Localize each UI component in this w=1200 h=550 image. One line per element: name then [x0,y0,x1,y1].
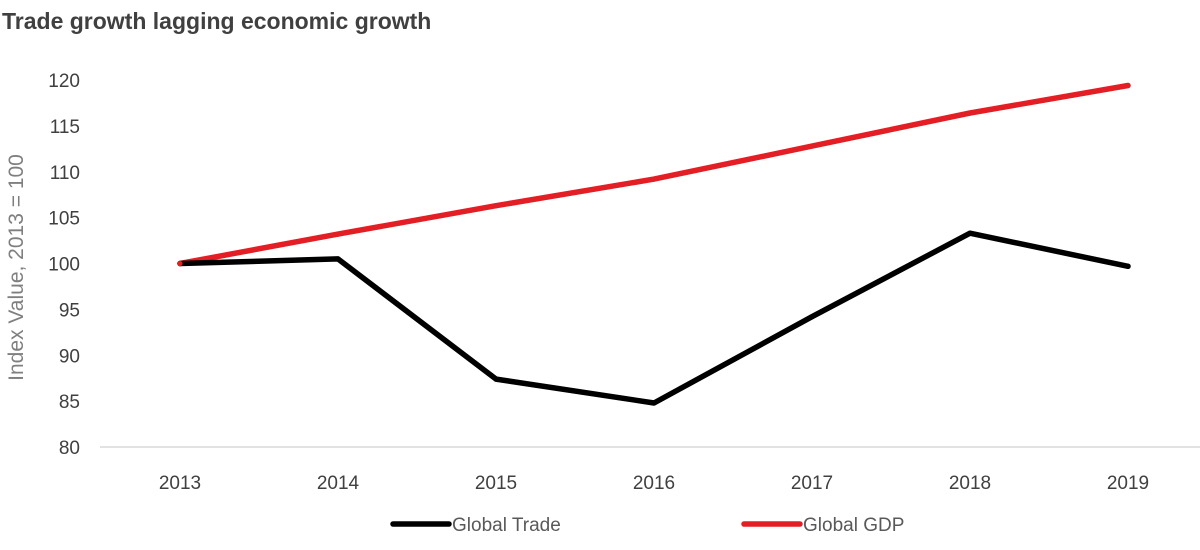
data-point-global-gdp [809,143,815,149]
data-point-global-trade [809,314,815,320]
y-tick-label: 110 [50,163,80,184]
y-tick-label: 95 [59,300,80,321]
x-tick-label: 2019 [1107,473,1149,494]
x-tick-label: 2017 [791,473,833,494]
x-tick-label: 2016 [633,473,675,494]
y-tick-label: 100 [48,255,80,276]
data-point-global-trade [967,230,973,236]
data-point-global-gdp [967,110,973,116]
data-point-global-trade [335,256,341,262]
y-tick-label: 115 [50,117,80,138]
data-point-global-gdp [1125,82,1131,89]
y-axis-ticks: 80 85 90 95 100 105 110 115 120 [48,71,80,459]
y-axis-title: Index Value, 2013 = 100 [5,154,28,381]
x-tick-label: 2013 [159,473,201,494]
legend-label-global-gdp: Global GDP [803,515,904,536]
series-layer [177,82,1131,406]
y-tick-label: 120 [48,71,80,92]
series-line-global-trade [177,230,1131,406]
chart-title: Trade growth lagging economic growth [2,8,432,34]
data-point-global-trade [493,376,499,382]
data-point-global-gdp [493,203,499,209]
x-tick-label: 2014 [317,473,360,494]
legend-label-global-trade: Global Trade [452,515,561,536]
data-point-global-gdp [177,260,183,267]
x-tick-label: 2015 [475,473,517,494]
x-tick-label: 2018 [949,473,991,494]
y-tick-label: 90 [59,346,80,367]
data-point-global-gdp [651,176,657,182]
y-tick-label: 105 [48,209,80,230]
x-axis-ticks: 2013 2014 2015 2016 2017 2018 2019 [159,473,1149,494]
y-tick-label: 80 [59,438,80,459]
data-point-global-trade [651,400,657,406]
y-tick-label: 85 [59,392,80,413]
legend: Global Trade Global GDP [390,515,904,536]
data-point-global-trade [1125,263,1131,269]
data-point-global-gdp [335,231,341,237]
